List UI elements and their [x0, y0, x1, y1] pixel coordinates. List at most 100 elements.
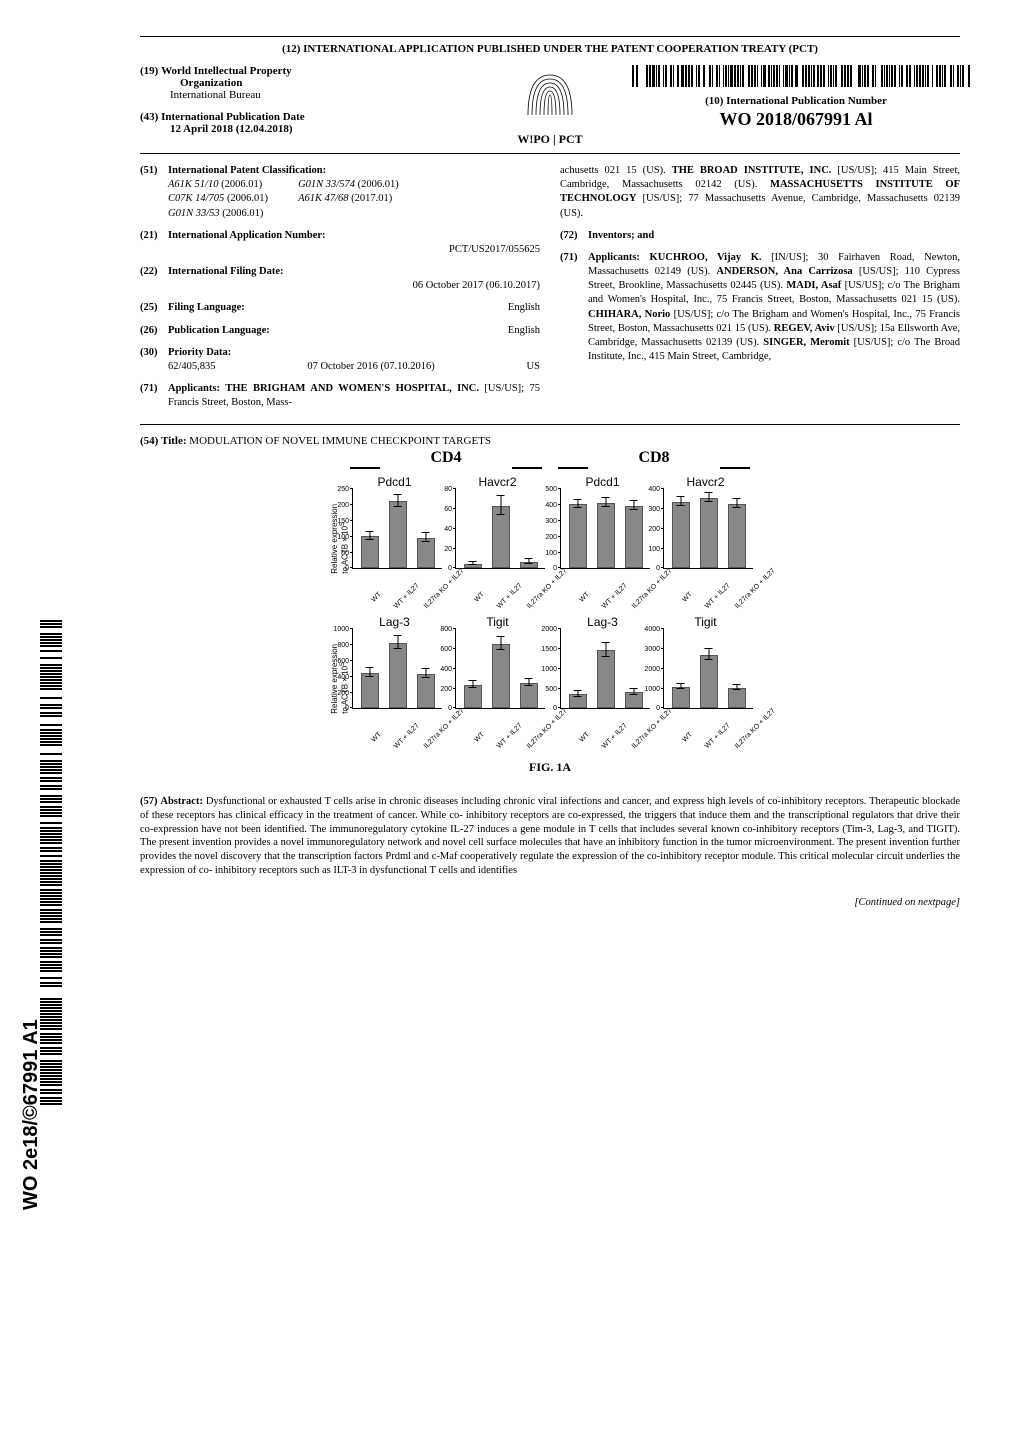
error-bar: [473, 680, 474, 688]
ytick-label: 200: [434, 686, 452, 693]
error-bar: [426, 532, 427, 542]
error-bar: [426, 668, 427, 678]
title-label: Title:: [161, 435, 186, 447]
ytick-label: 400: [539, 502, 557, 509]
ytick-label: 300: [642, 506, 660, 513]
x-category-label: WT: [364, 591, 383, 610]
ytick-label: 600: [434, 646, 452, 653]
figure-caption: FIG. 1A: [140, 760, 960, 775]
ytick-label: 800: [331, 642, 349, 649]
bar: [625, 692, 643, 708]
ytick-label: 500: [539, 686, 557, 693]
appnum-value: PCT/US2017/055625: [168, 243, 540, 257]
error-bar: [578, 499, 579, 509]
bar-chart: Havcr20100200300400WTWT + IL27IL27ra KO …: [658, 475, 753, 580]
error-bar: [634, 500, 635, 510]
bar-chart: Lag-30500100015002000WTWT + IL27IL27ra K…: [555, 615, 650, 720]
bar: [700, 655, 718, 708]
ytick-label: 3000: [642, 646, 660, 653]
bar: [492, 644, 510, 708]
chart-title: Lag-3: [555, 615, 650, 629]
ytick-label: 200: [642, 526, 660, 533]
error-bar: [473, 561, 474, 565]
publang-label: Publication Language:: [168, 324, 270, 338]
x-category-label: WT + IL27: [704, 591, 723, 610]
x-category-label: IL27ra KO + IL27: [423, 731, 442, 750]
pubdate-label: International Publication Date: [161, 111, 305, 123]
header-block: (19) World Intellectual Property Organiz…: [140, 65, 960, 147]
priority-cc: US: [527, 360, 540, 374]
ytick-label: 400: [331, 674, 349, 681]
chart-title: Havcr2: [450, 475, 545, 489]
ytick-label: 60: [434, 506, 452, 513]
chart-area: 0200400600800WTWT + IL27IL27ra KO + IL27: [455, 629, 545, 709]
error-bar: [398, 494, 399, 507]
bar: [728, 504, 746, 568]
x-category-label: WT: [467, 591, 486, 610]
group-title: CD4: [350, 467, 541, 469]
bar: [464, 685, 482, 708]
ytick-label: 0: [539, 565, 557, 572]
ytick-label: 80: [434, 486, 452, 493]
priority-label: Priority Data:: [168, 346, 540, 360]
ytick-label: 4000: [642, 626, 660, 633]
x-axis-labels: WTWT + IL27IL27ra KO + IL27: [561, 591, 650, 598]
appl-left-num: (71): [140, 382, 168, 410]
error-bar: [681, 683, 682, 689]
bar: [389, 501, 407, 568]
error-bar: [709, 648, 710, 660]
org-num: (19): [140, 65, 158, 77]
error-bar: [529, 558, 530, 564]
ytick-label: 0: [331, 705, 349, 712]
chart-title: Havcr2: [658, 475, 753, 489]
chart-title: Pdcd1: [555, 475, 650, 489]
x-category-label: WT: [675, 591, 694, 610]
bar: [492, 506, 510, 568]
error-bar: [370, 531, 371, 541]
error-bar: [529, 678, 530, 686]
abstract: (57) Abstract: Dysfunctional or exhauste…: [140, 795, 960, 877]
bar-chart: Tigit0200400600800WTWT + IL27IL27ra KO +…: [450, 615, 545, 720]
x-category-label: WT: [675, 731, 694, 750]
x-category-label: WT + IL27: [496, 731, 515, 750]
bar: [672, 687, 690, 708]
filelang-label: Filing Language:: [168, 301, 245, 315]
ytick-label: 400: [434, 666, 452, 673]
ipc-num: (51): [140, 164, 168, 221]
ytick-label: 0: [642, 565, 660, 572]
x-axis-labels: WTWT + IL27IL27ra KO + IL27: [456, 591, 545, 598]
chart-area: 0100200300400WTWT + IL27IL27ra KO + IL27: [663, 489, 753, 569]
top-barcode: [632, 65, 972, 87]
x-category-label: WT: [572, 731, 591, 750]
ytick-label: 200: [331, 690, 349, 697]
ipc-code: G01N 33/574 (2006.01): [298, 178, 399, 192]
error-bar: [737, 684, 738, 690]
ytick-label: 40: [434, 526, 452, 533]
ytick-label: 150: [331, 518, 349, 525]
bar-chart: Havcr2020406080WTWT + IL27IL27ra KO + IL…: [450, 475, 545, 580]
chart-group: CD8Pdcd10100200300400500WTWT + IL27IL27r…: [555, 467, 753, 720]
error-bar: [398, 635, 399, 649]
abstract-num: (57): [140, 796, 158, 807]
chart-area: 020406080WTWT + IL27IL27ra KO + IL27: [455, 489, 545, 569]
x-category-label: IL27ra KO + IL27: [423, 591, 442, 610]
ytick-label: 0: [434, 565, 452, 572]
bar: [417, 538, 435, 568]
bar: [389, 643, 407, 709]
error-bar: [606, 497, 607, 507]
pubdate-num: (43): [140, 111, 158, 123]
bar: [417, 674, 435, 708]
chart-group: CD4Pdcd1Relative expressionto ACTB × 105…: [347, 467, 545, 720]
filelang-value: English: [508, 301, 540, 315]
org-name-2: Organization: [140, 77, 468, 89]
wipo-pct-tag: W!PO | PCT: [468, 132, 632, 147]
bar: [625, 506, 643, 568]
x-axis-labels: WTWT + IL27IL27ra KO + IL27: [353, 591, 442, 598]
org-name-1: World Intellectual Property: [161, 65, 292, 77]
priority-app: 62/405,835: [168, 360, 216, 374]
priority-date: 07 October 2016 (07.10.2016): [307, 360, 434, 374]
wipo-logo-icon: [520, 65, 580, 125]
ytick-label: 100: [539, 550, 557, 557]
error-bar: [737, 498, 738, 508]
ipc-code: A61K 47/68 (2017.01): [298, 192, 399, 206]
